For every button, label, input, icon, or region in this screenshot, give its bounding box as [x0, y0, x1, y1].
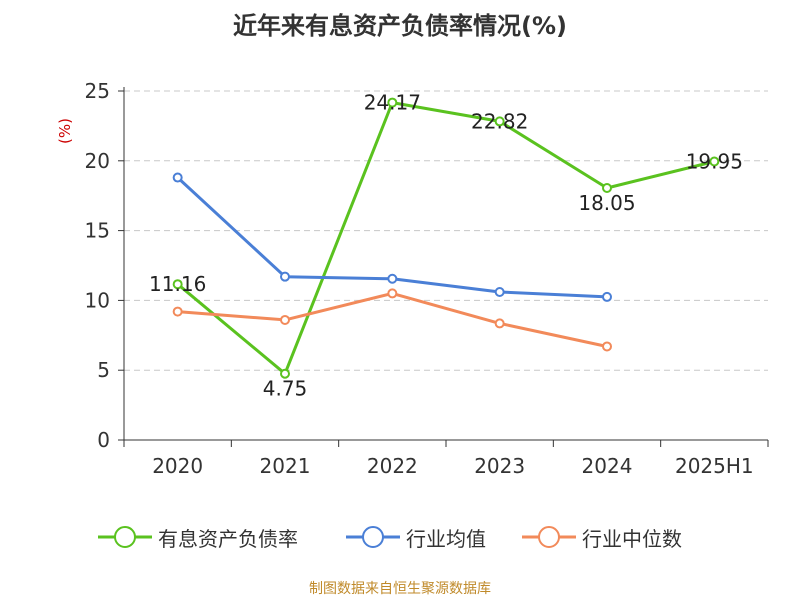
- data-label: 22.82: [471, 109, 528, 133]
- legend-marker: [346, 526, 400, 548]
- legend-marker: [98, 526, 152, 548]
- data-point: [387, 273, 398, 284]
- x-tick-label: 2025H1: [675, 454, 754, 478]
- data-label: 19.95: [686, 149, 743, 173]
- y-tick-label: 15: [85, 219, 110, 243]
- x-tick-label: 2020: [152, 454, 203, 478]
- data-point: [494, 287, 505, 298]
- data-point: [387, 288, 398, 299]
- data-label: 4.75: [263, 377, 308, 401]
- x-tick-label: 2021: [260, 454, 311, 478]
- legend-item-3[interactable]: 行业中位数: [522, 522, 682, 552]
- data-point: [280, 368, 290, 379]
- data-point: [387, 97, 398, 108]
- data-label: 18.05: [578, 191, 635, 215]
- chart-title: 近年来有息资产负债率情况(%): [233, 12, 567, 40]
- data-labels: 11.16 4.75 24.17 22.82 18.05 19.95: [149, 91, 743, 401]
- y-tick-label: 0: [97, 428, 110, 452]
- source-note: 制图数据来自恒生聚源数据库: [309, 581, 491, 597]
- y-tick-label: 5: [97, 358, 110, 382]
- y-axis-label: (%): [56, 118, 74, 144]
- y-tick-label: 20: [85, 149, 110, 173]
- legend-label: 有息资产负债率: [158, 526, 298, 551]
- data-point: [602, 291, 612, 302]
- axes: 0 5 10 15 20 25 (%) 2020 2021 2022 2023 2024 2025H1: [56, 79, 769, 478]
- data-point: [172, 172, 183, 183]
- legend-label: 行业均值: [406, 526, 486, 551]
- data-point: [494, 116, 505, 127]
- data-label: 24.17: [364, 91, 421, 115]
- legend-item-2[interactable]: 行业均值: [346, 522, 486, 552]
- data-point: [602, 183, 612, 194]
- data-point: [172, 279, 183, 290]
- data-point: [280, 271, 290, 282]
- y-tick-label: 10: [85, 288, 110, 312]
- x-tick-label: 2024: [582, 454, 633, 478]
- data-point: [494, 318, 505, 329]
- x-tick-label: 2022: [367, 454, 418, 478]
- grid-lines: [124, 90, 768, 371]
- legend-marker: [522, 526, 576, 548]
- data-point: [709, 156, 720, 167]
- data-label: 11.16: [149, 272, 206, 296]
- y-tick-label: 25: [85, 79, 110, 103]
- data-point: [280, 314, 290, 325]
- series-lines: [172, 97, 720, 379]
- x-tick-label: 2023: [474, 454, 525, 478]
- series-line-1: [176, 101, 715, 376]
- legend-label: 行业中位数: [582, 526, 682, 551]
- legend-item-1[interactable]: 有息资产负债率: [98, 522, 298, 552]
- data-point: [172, 306, 183, 317]
- data-point: [602, 341, 612, 352]
